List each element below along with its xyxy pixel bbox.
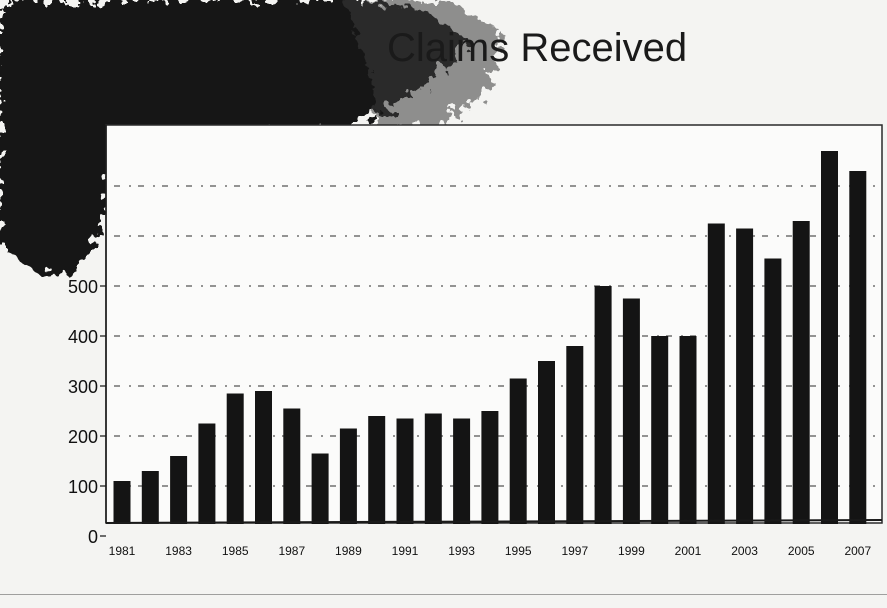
bar-1997 [566, 346, 584, 524]
bar-1998 [594, 286, 612, 524]
y-tick-label: 400 [68, 327, 98, 347]
x-tick-label: 2003 [731, 544, 758, 558]
bar-2007 [849, 171, 867, 524]
bottom-divider [0, 594, 887, 595]
x-tick-label: 1999 [618, 544, 645, 558]
bar-2001 [679, 336, 697, 524]
bar-1983 [170, 456, 188, 524]
x-tick-label: 1995 [505, 544, 532, 558]
bar-1985 [226, 393, 244, 524]
bar-1984 [198, 423, 216, 524]
bar-1996 [538, 361, 555, 524]
x-tick-label: 1989 [335, 544, 362, 558]
bar-1989 [339, 428, 357, 524]
bar-1990 [368, 416, 386, 524]
x-tick-label: 1987 [278, 544, 305, 558]
y-tick-label: 200 [68, 427, 98, 447]
x-tick-label: 1991 [392, 544, 419, 558]
x-tick-label: 2007 [844, 544, 871, 558]
x-tick-label: 1993 [448, 544, 475, 558]
bar-1995 [509, 378, 527, 524]
x-tick-label: 2001 [675, 544, 702, 558]
x-tick-label: 1997 [561, 544, 588, 558]
bar-2005 [792, 221, 810, 524]
x-tick-label: 1985 [222, 544, 249, 558]
y-tick-label: 0 [88, 527, 98, 547]
x-axis-ticks: 1981 1983 1985 1987 1989 1991 1993 1995 1997 1999… [109, 544, 872, 558]
x-tick-label: 2005 [788, 544, 815, 558]
bar-1982 [141, 471, 159, 524]
bar-2003 [736, 228, 754, 524]
bar-2004 [764, 258, 782, 524]
bar-1991 [396, 418, 414, 524]
bars [113, 151, 867, 524]
bar-1999 [622, 298, 640, 524]
x-tick-label: 1983 [165, 544, 192, 558]
bar-1987 [283, 408, 301, 524]
chart-title: Claims Received [387, 26, 688, 70]
y-tick-label: 300 [68, 377, 98, 397]
bar-1992 [424, 413, 442, 524]
x-axis-line [105, 519, 883, 524]
bar-1986 [255, 391, 272, 524]
x-tick-label: 1981 [109, 544, 136, 558]
bar-1988 [311, 453, 329, 524]
bar-2002 [707, 223, 725, 524]
y-axis-ticks: 0 100 200 300 400 500 [68, 277, 106, 547]
y-tick-label: 100 [68, 477, 98, 497]
bar-2006 [821, 151, 838, 524]
y-tick-label: 500 [68, 277, 98, 297]
bar-1981 [113, 481, 131, 524]
bar-1994 [481, 411, 499, 524]
bar-1993 [453, 418, 471, 524]
bar-2000 [651, 336, 669, 524]
